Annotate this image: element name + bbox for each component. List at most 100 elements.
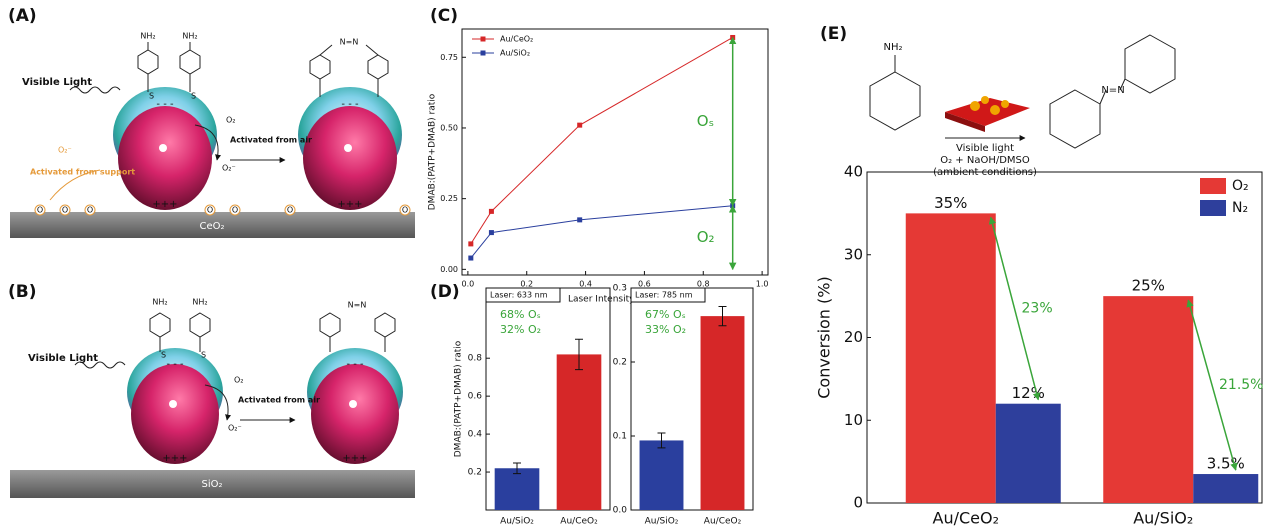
point bbox=[488, 230, 494, 236]
x-tick-label: 0.8 bbox=[697, 280, 710, 289]
amine: NH₂ bbox=[140, 32, 155, 41]
y-tick-label: 30 bbox=[844, 245, 863, 263]
thiol: S bbox=[149, 92, 154, 101]
note: Laser: 633 nm bbox=[490, 291, 548, 300]
x-tick-label: Au/SiO₂ bbox=[500, 517, 534, 527]
legend-marker bbox=[480, 36, 486, 42]
bar bbox=[494, 468, 540, 510]
annotation: 21.5% bbox=[1219, 377, 1263, 393]
y-axis-label: DMAB:(PATP+DMAB) ratio bbox=[428, 93, 438, 210]
amine: NH₂ bbox=[152, 298, 167, 307]
y-tick-label: 0.0 bbox=[613, 506, 628, 516]
panel-label: (A) bbox=[8, 6, 37, 26]
point bbox=[468, 241, 474, 247]
charge: - - - bbox=[346, 359, 364, 370]
x-tick-label: Au/SiO₂ bbox=[1133, 509, 1193, 528]
annotation-arrow bbox=[988, 216, 1041, 401]
panel-label: (D) bbox=[430, 282, 460, 302]
x-tick-label: 1.0 bbox=[756, 280, 769, 289]
y-tick-label: 0.75 bbox=[440, 53, 458, 62]
amine: NH₂ bbox=[182, 32, 197, 41]
panel-label: (E) bbox=[820, 24, 847, 44]
support-note: Activated from support bbox=[30, 168, 135, 177]
value-label: 35% bbox=[934, 194, 967, 212]
error-bar bbox=[657, 432, 666, 449]
lattice-oxygen: O O O O O O O bbox=[34, 204, 411, 216]
annotation: Oₛ bbox=[697, 112, 714, 130]
lattice-o: O bbox=[287, 206, 293, 215]
panel-label: (B) bbox=[8, 282, 37, 302]
amine: NH₂ bbox=[883, 42, 902, 53]
bar bbox=[1193, 474, 1259, 503]
legend-marker bbox=[480, 50, 486, 56]
error-bar bbox=[718, 306, 727, 327]
charge: - - - bbox=[341, 99, 359, 110]
thiol: S bbox=[201, 351, 206, 360]
value-label: 25% bbox=[1132, 277, 1165, 295]
y-tick-label: 0.6 bbox=[468, 392, 483, 402]
charge: +++ bbox=[337, 199, 362, 210]
lattice-o: O bbox=[87, 206, 93, 215]
note: Laser: 785 nm bbox=[635, 291, 693, 300]
lattice-o: O bbox=[37, 206, 43, 215]
note: 67% Oₛ bbox=[645, 308, 686, 321]
x-tick-label: Au/CeO₂ bbox=[704, 517, 742, 527]
azo: N=N bbox=[348, 301, 367, 310]
bar bbox=[639, 440, 684, 510]
oxygen: O₂ bbox=[234, 376, 244, 385]
y-tick-label: 0.1 bbox=[613, 432, 627, 442]
x-tick-label: Au/CeO₂ bbox=[560, 517, 598, 527]
value-label: 12% bbox=[1012, 384, 1045, 402]
plot-frame bbox=[461, 28, 769, 276]
legend-swatch bbox=[1200, 200, 1226, 216]
light-label: Visible Light bbox=[28, 353, 98, 364]
lattice-o: O bbox=[62, 206, 68, 215]
condition: Visible light bbox=[956, 143, 1014, 154]
bar bbox=[995, 403, 1061, 503]
superoxide: O₂⁻ bbox=[222, 164, 236, 173]
bar bbox=[700, 316, 745, 510]
charge: +++ bbox=[152, 199, 177, 210]
thiol: S bbox=[191, 92, 196, 101]
legend-label: O₂ bbox=[1232, 178, 1249, 194]
y-tick-label: 0.8 bbox=[468, 354, 483, 364]
azo: N=N bbox=[1101, 85, 1124, 96]
support-label: CeO₂ bbox=[199, 221, 224, 232]
y-tick-label: 40 bbox=[844, 163, 863, 181]
point bbox=[577, 122, 583, 128]
series-line bbox=[470, 205, 733, 259]
charge: - - - bbox=[156, 99, 174, 110]
y-tick-label: 0.3 bbox=[613, 284, 627, 294]
bar bbox=[905, 213, 996, 503]
x-tick-label: 0.2 bbox=[520, 280, 533, 289]
legend-swatch bbox=[1200, 178, 1226, 194]
value-label: 3.5% bbox=[1207, 455, 1245, 473]
y-axis-label: Conversion (%) bbox=[815, 276, 834, 398]
y-tick-label: 20 bbox=[844, 328, 863, 346]
series-line bbox=[470, 37, 733, 245]
superoxide: O₂⁻ bbox=[228, 424, 242, 433]
legend-label: Au/SiO₂ bbox=[500, 49, 530, 58]
panel-label: (C) bbox=[430, 6, 458, 26]
x-tick-label: 0.0 bbox=[462, 280, 475, 289]
point bbox=[488, 208, 494, 214]
y-tick-label: 0.25 bbox=[440, 194, 458, 203]
x-tick-label: Au/CeO₂ bbox=[933, 509, 1000, 528]
azo: N=N bbox=[340, 38, 359, 47]
note: 33% O₂ bbox=[645, 323, 686, 336]
x-tick-label: 0.4 bbox=[579, 280, 592, 289]
annotation: O₂ bbox=[697, 228, 715, 246]
light-label: Visible Light bbox=[22, 77, 92, 88]
y-tick-label: 10 bbox=[844, 411, 863, 429]
error-bar bbox=[513, 462, 521, 475]
point bbox=[577, 217, 583, 223]
superoxide: O₂⁻ bbox=[58, 146, 72, 155]
charge: +++ bbox=[342, 453, 367, 464]
annotation-arrow bbox=[1186, 299, 1238, 471]
bar bbox=[1103, 296, 1194, 503]
y-tick-label: 0 bbox=[853, 494, 863, 512]
support bbox=[10, 212, 415, 238]
legend-label: Au/CeO₂ bbox=[500, 35, 533, 44]
note: 32% O₂ bbox=[500, 323, 541, 336]
bar bbox=[556, 354, 602, 510]
